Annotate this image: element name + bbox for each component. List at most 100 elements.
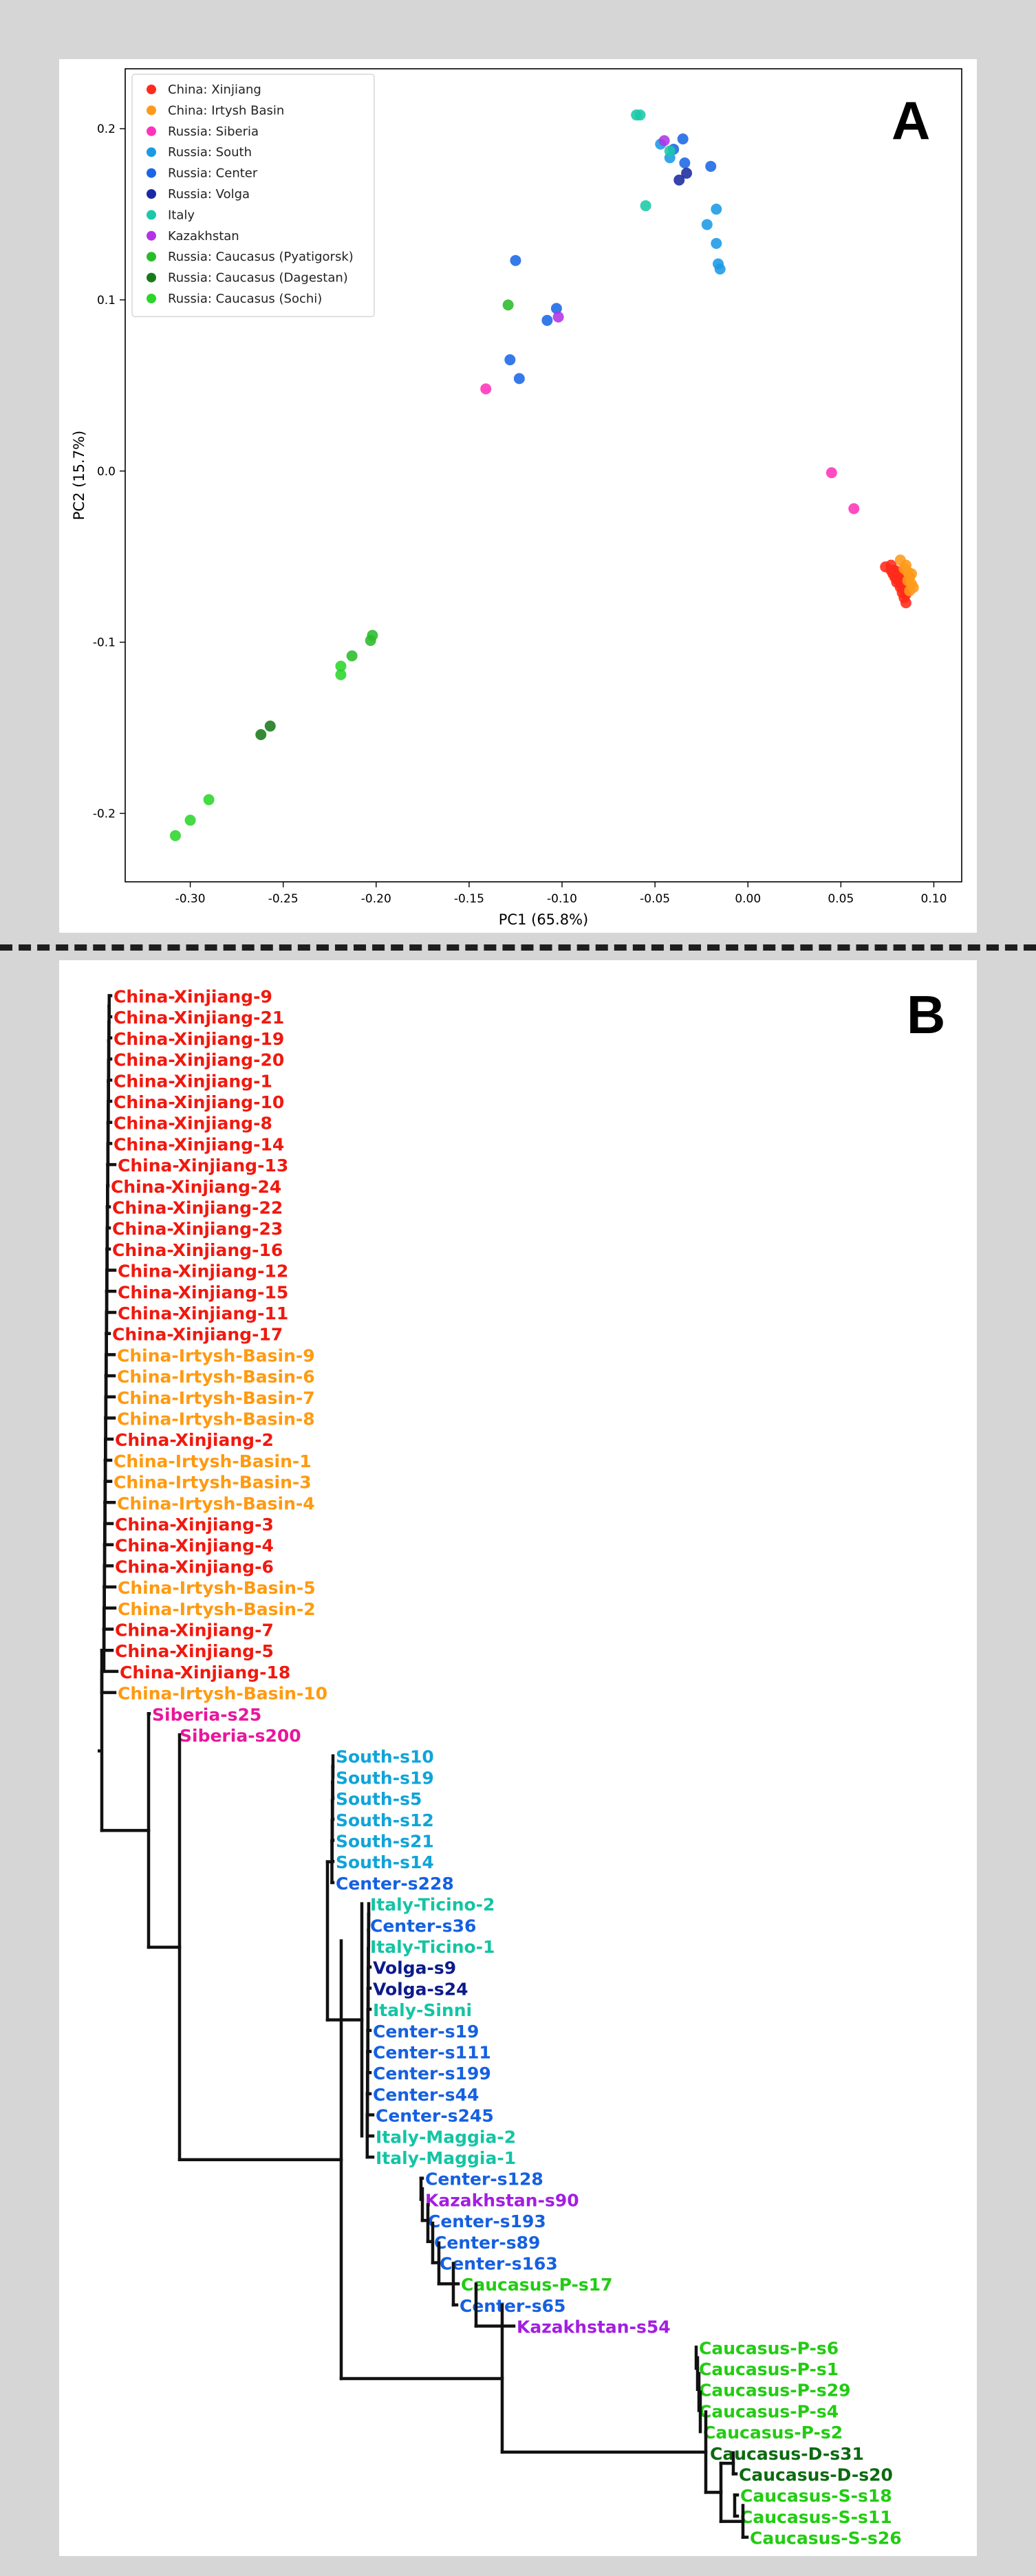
- legend-marker: [147, 210, 156, 220]
- dendrogram-leaf-label: China-Irtysh-Basin-8: [117, 1409, 315, 1429]
- dendrogram-leaf-label: Caucasus-P-s4: [699, 2401, 839, 2421]
- dendrogram-leaf-label: Caucasus-P-s17: [461, 2275, 613, 2295]
- dendrogram-leaf-label: Caucasus-S-s11: [740, 2507, 892, 2527]
- dendrogram-leaf-label: China-Xinjiang-19: [114, 1029, 284, 1049]
- dendrogram-leaf-label: China-Xinjiang-21: [114, 1008, 284, 1028]
- data-point: [906, 568, 918, 580]
- dendrogram-leaf-label: China-Xinjiang-2: [115, 1430, 274, 1450]
- data-point: [825, 467, 837, 479]
- dendrogram-leaf-label: China-Irtysh-Basin-3: [114, 1473, 312, 1493]
- dendrogram-chart: China-Xinjiang-9China-Xinjiang-21China-X…: [98, 987, 902, 2548]
- legend-marker: [147, 85, 156, 94]
- panel-label-a: A: [892, 90, 931, 151]
- dendrogram-leaf-label: Italy-Sinni: [373, 2000, 472, 2020]
- dendrogram-leaf-label: Center-s44: [373, 2085, 479, 2105]
- dendrogram-leaf-label: China-Irtysh-Basin-2: [118, 1599, 316, 1619]
- legend-entry: Russia: South: [168, 145, 252, 160]
- legend-marker: [147, 230, 156, 241]
- legend-marker: [147, 105, 156, 116]
- pca-scatter-chart: -0.30 -0.25 -0.20 -0.15 -0.10 -0.05 0.00 0.05 0.…: [71, 68, 962, 928]
- dendrogram-leaf-label: Italy-Ticino-2: [370, 1895, 495, 1915]
- dendrogram-leaf-label: Center-s19: [373, 2022, 479, 2042]
- data-point: [169, 830, 181, 841]
- data-point: [634, 109, 646, 121]
- dendrogram-leaf-label: Kazakhstan-s54: [517, 2317, 671, 2337]
- data-point: [711, 237, 722, 249]
- dendrogram-leaf-label: South-s10: [336, 1747, 434, 1767]
- dendrogram-leaf-label: Caucasus-S-s26: [750, 2529, 902, 2548]
- data-point: [335, 669, 347, 680]
- legend-marker: [147, 126, 156, 136]
- dendrogram-leaf-label: China-Xinjiang-8: [114, 1114, 272, 1134]
- dendrogram-leaf-label: China-Xinjiang-11: [118, 1303, 288, 1323]
- data-point: [255, 728, 267, 740]
- dendrogram-leaf-label: Center-s89: [434, 2233, 540, 2253]
- dendrogram-leaf-label: Caucasus-D-s20: [739, 2465, 893, 2485]
- dendrogram-leaf-label: Center-s245: [376, 2106, 494, 2126]
- y-tick-label: 0.0: [97, 465, 116, 479]
- data-point: [658, 135, 670, 147]
- dendrogram-leaf-label: China-Xinjiang-20: [114, 1050, 284, 1070]
- data-point: [714, 263, 726, 275]
- data-point: [184, 814, 196, 826]
- dendrogram-leaf-label: Italy-Maggia-1: [376, 2148, 516, 2168]
- y-tick-label: -0.2: [93, 807, 116, 821]
- legend-marker: [147, 147, 156, 158]
- dendrogram-leaf-label: China-Xinjiang-13: [118, 1156, 288, 1176]
- x-tick-label: -0.05: [640, 892, 670, 906]
- dendrogram-leaf-label: China-Xinjiang-24: [111, 1177, 281, 1197]
- dendrogram-leaf-label: China-Xinjiang-14: [114, 1134, 284, 1154]
- x-tick-label: -0.10: [547, 892, 577, 906]
- panel-label-b: B: [907, 984, 946, 1045]
- dendrogram-leaf-label: China-Xinjiang-15: [118, 1282, 288, 1302]
- dendrogram-leaf-label: Italy-Maggia-2: [376, 2127, 516, 2147]
- legend-entry: Italy: [168, 208, 195, 222]
- dendrogram-leaf-label: South-s19: [336, 1768, 434, 1788]
- legend-marker: [147, 272, 156, 283]
- legend-entry: Russia: Caucasus (Pyatigorsk): [168, 250, 354, 264]
- dendrogram-leaf-label: Caucasus-S-s18: [740, 2486, 892, 2506]
- legend-entry: Russia: Center: [168, 166, 258, 181]
- dendrogram-leaf-label: China-Irtysh-Basin-5: [118, 1578, 316, 1598]
- dendrogram-leaf-label: Kazakhstan-s90: [425, 2190, 579, 2210]
- legend: China: Xinjiang China: Irtysh Basin Russia…: [131, 74, 375, 317]
- dendrogram-leaf-label: Center-s199: [373, 2064, 491, 2083]
- x-tick-label: -0.20: [361, 892, 391, 906]
- data-point: [365, 635, 376, 647]
- dendrogram-leaf-label: Center-s163: [440, 2254, 558, 2274]
- plot-frame: [125, 68, 962, 883]
- dendrogram-leaf-label: China-Irtysh-Basin-6: [117, 1367, 315, 1387]
- x-tick-label: -0.30: [175, 892, 206, 906]
- data-point: [504, 354, 516, 366]
- dendrogram-leaf-label: Center-s111: [373, 2043, 491, 2063]
- data-point: [264, 720, 276, 732]
- dendrogram-leaf-label: China-Xinjiang-7: [115, 1621, 274, 1641]
- x-tick-label: 0.05: [828, 892, 854, 906]
- data-point: [510, 255, 521, 266]
- panel-divider: [0, 944, 1036, 951]
- data-point: [335, 660, 347, 672]
- dendrogram-leaf-label: China-Xinjiang-18: [120, 1663, 290, 1682]
- data-point: [480, 383, 492, 395]
- legend-marker: [147, 252, 156, 262]
- data-point: [513, 373, 525, 385]
- y-tick-label: -0.1: [93, 636, 116, 650]
- dendrogram-leaf-label: China-Xinjiang-17: [112, 1325, 283, 1345]
- dendrogram-leaf-label: China-Irtysh-Basin-9: [117, 1345, 315, 1365]
- dendrogram-leaf-label: China-Xinjiang-23: [112, 1219, 283, 1239]
- y-axis-label: PC2 (15.7%): [71, 431, 87, 520]
- x-tick-label: 0.10: [921, 892, 947, 906]
- dendrogram-leaf-label: Caucasus-P-s29: [699, 2381, 851, 2401]
- dendrogram-leaf-label: China-Xinjiang-10: [114, 1092, 284, 1112]
- dendrogram-leaf-label: Siberia-s200: [180, 1726, 301, 1746]
- data-point: [664, 145, 676, 157]
- data-point: [848, 503, 860, 515]
- dendrogram-leaf-label: Center-s128: [425, 2169, 543, 2189]
- dendrogram-leaf-label: China-Xinjiang-12: [118, 1262, 288, 1281]
- data-point: [900, 597, 911, 609]
- dendrogram-leaf-label: China-Xinjiang-22: [112, 1198, 283, 1218]
- dendrogram-leaf-label: China-Xinjiang-1: [114, 1071, 272, 1091]
- legend-marker: [147, 168, 156, 178]
- data-point: [681, 167, 693, 179]
- legend-entry: China: Xinjiang: [168, 83, 261, 97]
